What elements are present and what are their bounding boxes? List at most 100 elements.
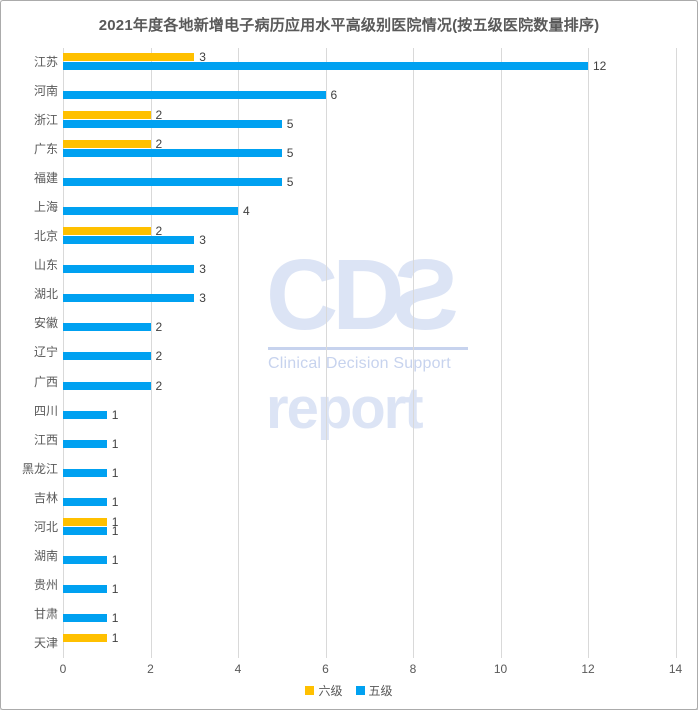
watermark: CDS Clinical Decision Support report: [266, 239, 486, 442]
value-label: 1: [111, 494, 119, 509]
category-label: 湖南: [33, 548, 58, 563]
bar-grade5: [63, 178, 282, 187]
bar-grade5: [63, 323, 151, 332]
bar-grade6: [63, 111, 151, 120]
bar-grade5: [63, 439, 107, 448]
bar-grade5: [63, 526, 107, 535]
bar-grade5: [63, 555, 107, 564]
watermark-logo: CDS: [266, 239, 460, 351]
category-label: 甘肃: [33, 606, 58, 621]
bar-grade5: [63, 207, 238, 216]
value-label: 4: [243, 204, 250, 219]
value-label: 2: [155, 378, 163, 393]
category-label: 四川: [33, 403, 58, 418]
bar-grade6: [63, 517, 107, 526]
value-label: 2: [155, 320, 163, 335]
gridline: [150, 48, 152, 658]
bar-grade5: [63, 265, 195, 274]
value-label: 1: [111, 465, 119, 480]
category-label: 贵州: [33, 577, 58, 592]
legend: 六级 五级: [1, 682, 697, 699]
bar-grade6: [63, 633, 107, 642]
category-label: 辽宁: [33, 345, 58, 360]
category-label: 天津: [33, 635, 58, 650]
category-label: 黑龙江: [21, 461, 58, 476]
value-label: 5: [286, 117, 294, 132]
category-label: 上海: [33, 200, 58, 215]
x-tick-label: 14: [668, 662, 683, 676]
value-label: 1: [111, 610, 119, 625]
x-tick-label: 12: [581, 662, 595, 676]
category-label: 江苏: [33, 55, 58, 69]
bar-grade5: [63, 497, 107, 506]
bar-grade5: [63, 381, 151, 390]
bar-grade5: [63, 120, 282, 129]
x-tick-label: 8: [409, 662, 417, 676]
x-tick-label: 0: [59, 662, 67, 676]
legend-swatch: [305, 686, 315, 695]
gridline: [588, 48, 589, 658]
bar-grade6: [63, 140, 151, 149]
value-label: 2: [155, 224, 163, 239]
x-tick-label: 4: [234, 662, 242, 676]
x-tick-label: 6: [322, 662, 329, 676]
legend-label: 五级: [368, 684, 393, 698]
value-label: 1: [111, 407, 119, 422]
category-label: 北京: [33, 229, 58, 244]
legend-label: 六级: [318, 684, 343, 698]
legend-swatch: [355, 686, 365, 695]
value-label: 3: [199, 262, 206, 277]
value-label: 1: [111, 514, 119, 529]
bar-grade5: [63, 613, 107, 622]
category-label: 广东: [33, 142, 58, 157]
bar-grade5: [63, 468, 107, 477]
value-label: 3: [199, 291, 206, 306]
gridline: [413, 48, 414, 658]
category-label: 安徽: [33, 316, 58, 331]
category-label: 广西: [33, 374, 58, 389]
category-label: 浙江: [33, 113, 58, 128]
gridline: [238, 48, 239, 658]
value-label: 1: [111, 581, 119, 596]
value-label: 2: [155, 137, 163, 152]
value-label: 3: [199, 233, 206, 248]
bar-grade5: [63, 410, 107, 419]
category-label: 江西: [33, 432, 58, 447]
value-label: 1: [111, 630, 119, 645]
chart-title: 2021年度各地新增电子病历应用水平高级别医院情况(按五级医院数量排序): [98, 17, 600, 34]
watermark-subtitle: Clinical Decision Support: [268, 355, 451, 372]
category-label: 山东: [33, 258, 58, 273]
bar-grade5: [63, 352, 151, 361]
x-tick-label: 10: [493, 662, 508, 676]
legend-item: 六级: [305, 682, 343, 699]
x-tick-label: 2: [147, 662, 154, 676]
value-label: 6: [330, 88, 338, 103]
bar-grade5: [63, 91, 326, 100]
bar-grade5: [63, 62, 588, 70]
bar-grade5: [63, 149, 282, 158]
value-label: 5: [286, 175, 294, 190]
value-label: 1: [111, 436, 119, 451]
value-label: 1: [111, 523, 119, 538]
category-label: 河南: [33, 84, 58, 99]
bar-grade5: [63, 294, 195, 303]
watermark-caption: report: [266, 376, 424, 441]
value-label: 3: [199, 50, 206, 64]
category-label: 吉林: [33, 490, 58, 505]
value-label: 2: [155, 108, 163, 123]
value-label: 2: [155, 349, 163, 364]
value-label: 1: [111, 552, 119, 567]
gridline: [500, 48, 502, 658]
gridline: [675, 48, 677, 658]
gridline: [325, 48, 327, 658]
bar-grade5: [63, 236, 195, 245]
bar-grade6: [63, 227, 151, 236]
value-label: 12: [593, 59, 607, 73]
bar-grade6: [63, 53, 195, 61]
bar-grade5: [63, 584, 107, 593]
category-label: 河北: [33, 519, 58, 534]
watermark-rule: [268, 347, 468, 350]
category-label: 福建: [33, 171, 58, 186]
